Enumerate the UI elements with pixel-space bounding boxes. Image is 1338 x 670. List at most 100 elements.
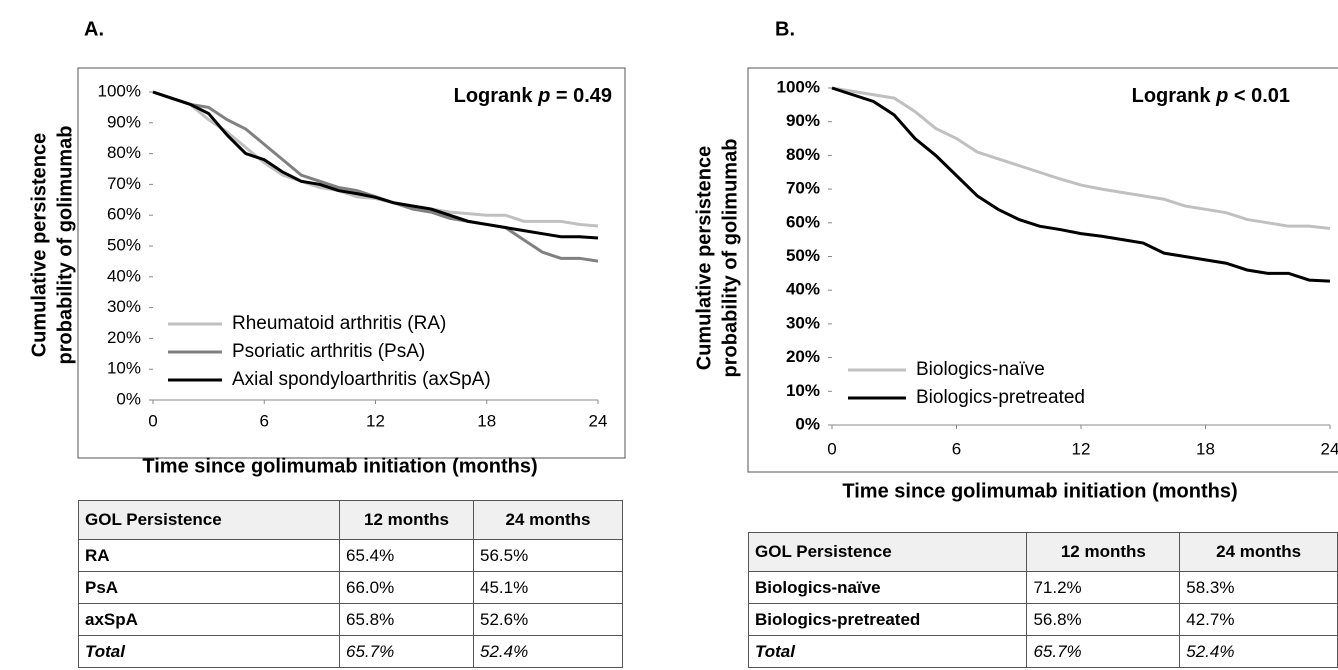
x-tick-label: 12 [366, 411, 385, 430]
y-tick-label: 90% [786, 111, 820, 130]
panel-label: A. [84, 18, 104, 40]
y-tick-label: 60% [107, 205, 141, 224]
y-tick-label: 30% [786, 313, 820, 332]
y-tick-label: 90% [107, 112, 141, 131]
annotation-part: Logrank [454, 85, 538, 107]
table-cell: 42.7% [1179, 603, 1338, 636]
annotation-part: = 0.49 [550, 85, 612, 107]
y-tick-label: 40% [107, 266, 141, 285]
y-tick-label: 60% [786, 212, 820, 231]
plot-frame [77, 67, 626, 459]
series-line [152, 90, 599, 240]
table-row: Biologics-pretreated 56.8% 42.7% [747, 603, 1338, 636]
table-cell: axSpA [78, 603, 340, 636]
legend-label: Rheumatoid arthritis (RA) [232, 313, 446, 334]
table-cell: 65.4% [339, 539, 474, 572]
table-cell: 66.0% [339, 571, 474, 604]
x-axis-title: Time since golimumab initiation (months) [142, 455, 537, 477]
y-tick-label: 20% [107, 328, 141, 347]
table-cell: PsA [78, 571, 340, 604]
annotation: Logrank p = 0.49 [454, 85, 612, 107]
table-row: RA 65.4% 56.5% [78, 539, 623, 572]
plot-frame [747, 67, 1338, 473]
y-axis-title: probability of golimumab [54, 126, 76, 365]
legend-label: Axial spondyloarthritis (axSpA) [232, 369, 491, 390]
table-row: GOL Persistence 12 months 24 months [747, 532, 1338, 572]
y-axis-title: Cumulative persistence [28, 133, 50, 358]
annotation-part: Logrank [1132, 85, 1216, 107]
x-tick-label: 0 [148, 411, 157, 430]
y-tick-label: 10% [107, 359, 141, 378]
table-cell: 24 months [473, 500, 623, 540]
y-tick-label: 0% [116, 389, 141, 408]
table-cell: 65.7% [1026, 635, 1181, 668]
x-tick-label: 24 [1321, 439, 1338, 458]
persistence-table: GOL Persistence 12 months 24 months RA 65.4%… [78, 500, 623, 668]
table-cell: Biologics-pretreated [747, 603, 1028, 636]
y-tick-label: 70% [107, 174, 141, 193]
series-line [831, 86, 1331, 231]
table-cell: Total [78, 635, 340, 668]
legend-label: Biologics-naïve [916, 359, 1045, 380]
table-row: Biologics-naïve 71.2% 58.3% [747, 571, 1338, 604]
table-row: PsA 66.0% 45.1% [78, 571, 623, 604]
x-tick-label: 12 [1072, 439, 1091, 458]
x-tick-label: 18 [477, 411, 496, 430]
table-row: Total 65.7% 52.4% [747, 635, 1338, 668]
table-cell: 52.4% [473, 635, 623, 668]
table-row: axSpA 65.8% 52.6% [78, 603, 623, 636]
table-cell: 12 months [339, 500, 474, 540]
table-cell: Biologics-naïve [747, 571, 1028, 604]
y-tick-label: 100% [777, 77, 820, 96]
table-row: Total 65.7% 52.4% [78, 635, 623, 668]
table-cell: 65.7% [339, 635, 474, 668]
x-tick-label: 6 [260, 411, 269, 430]
table-cell: 52.4% [1179, 635, 1338, 668]
y-axis-title: Cumulative persistence [693, 146, 715, 371]
table-cell: GOL Persistence [78, 500, 340, 540]
annotation-part: p [1215, 85, 1228, 107]
x-tick-label: 6 [952, 439, 961, 458]
x-tick-label: 0 [827, 439, 836, 458]
table-cell: 52.6% [473, 603, 623, 636]
annotation-part: < 0.01 [1228, 85, 1290, 107]
table-cell: 24 months [1179, 532, 1338, 572]
table-cell: 45.1% [473, 571, 623, 604]
series-line [831, 86, 1331, 283]
y-tick-label: 80% [107, 143, 141, 162]
y-tick-label: 70% [786, 179, 820, 198]
table-cell: RA [78, 539, 340, 572]
table-cell: Total [747, 635, 1028, 668]
legend-label: Psoriatic arthritis (PsA) [232, 341, 425, 362]
annotation-part: p [537, 85, 550, 107]
x-tick-label: 24 [589, 411, 608, 430]
y-tick-label: 100% [98, 81, 141, 100]
table-cell: 56.8% [1026, 603, 1181, 636]
table-cell: 65.8% [339, 603, 474, 636]
table-cell: 56.5% [473, 539, 623, 572]
persistence-table: GOL Persistence 12 months 24 months Biologi… [747, 532, 1338, 668]
y-tick-label: 0% [795, 414, 820, 433]
annotation: Logrank p < 0.01 [1132, 85, 1290, 107]
table-cell: GOL Persistence [747, 532, 1028, 572]
table-row: GOL Persistence 12 months 24 months [78, 500, 623, 540]
legend-label: Biologics-pretreated [916, 387, 1085, 408]
y-tick-label: 20% [786, 347, 820, 366]
table-cell: 12 months [1026, 532, 1181, 572]
y-tick-label: 50% [107, 235, 141, 254]
y-tick-label: 10% [786, 381, 820, 400]
table-cell: 71.2% [1026, 571, 1181, 604]
y-tick-label: 50% [786, 246, 820, 265]
y-tick-label: 40% [786, 280, 820, 299]
panel-label: B. [775, 18, 795, 40]
y-axis-title: probability of golimumab [719, 139, 741, 378]
table-cell: 58.3% [1179, 571, 1338, 604]
series-line [152, 90, 599, 263]
x-tick-label: 18 [1196, 439, 1215, 458]
series-line [152, 90, 599, 228]
y-tick-label: 30% [107, 297, 141, 316]
y-tick-label: 80% [786, 145, 820, 164]
x-axis-title: Time since golimumab initiation (months) [842, 480, 1237, 502]
